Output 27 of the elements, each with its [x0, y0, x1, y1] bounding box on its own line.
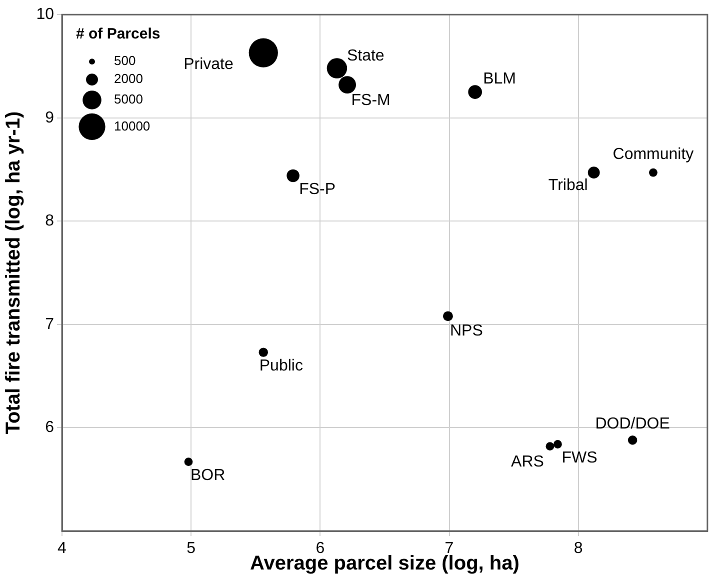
annotation: NPS: [450, 322, 483, 340]
legend-title: # of Parcels: [76, 26, 160, 43]
annotation: Tribal: [548, 177, 588, 194]
legend-label: 5000: [114, 92, 143, 107]
x-tick-label: 5: [186, 540, 196, 558]
annotation: ARS: [511, 454, 544, 471]
annotation: BLM: [483, 70, 516, 88]
annotation: BOR: [190, 467, 226, 484]
legend-label: 500: [114, 53, 136, 68]
x-tick-label: 4: [58, 540, 67, 558]
annotation: State: [346, 48, 384, 65]
y-tick-label: 6: [45, 419, 54, 436]
y-axis-title: Total fire transmitted (log, ha yr-1): [2, 111, 25, 434]
annotation: Public: [259, 358, 303, 375]
annotation: FS-P: [299, 181, 336, 198]
legend-label: 2000: [114, 71, 143, 86]
annotation: FS-M: [351, 92, 390, 110]
annotation: DOD/DOE: [595, 416, 670, 433]
legend-label: 10000: [114, 118, 150, 134]
annotation: Private: [184, 56, 234, 74]
y-tick-label: 9: [45, 109, 54, 126]
x-tick-label: 8: [574, 540, 583, 558]
annotation: Community: [612, 146, 694, 164]
annotation: FWS: [562, 450, 598, 467]
y-tick-label: 7: [45, 316, 54, 333]
y-tick-label: 10: [36, 6, 54, 23]
y-tick-label: 8: [45, 212, 54, 230]
